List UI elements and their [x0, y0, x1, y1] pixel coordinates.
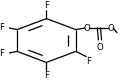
Text: O: O — [84, 24, 90, 33]
Text: F: F — [87, 57, 92, 66]
Text: F: F — [44, 71, 49, 80]
Text: F: F — [0, 23, 4, 32]
Text: O: O — [97, 43, 103, 52]
Text: F: F — [0, 49, 4, 58]
Text: O: O — [107, 24, 114, 33]
Text: F: F — [44, 1, 49, 10]
